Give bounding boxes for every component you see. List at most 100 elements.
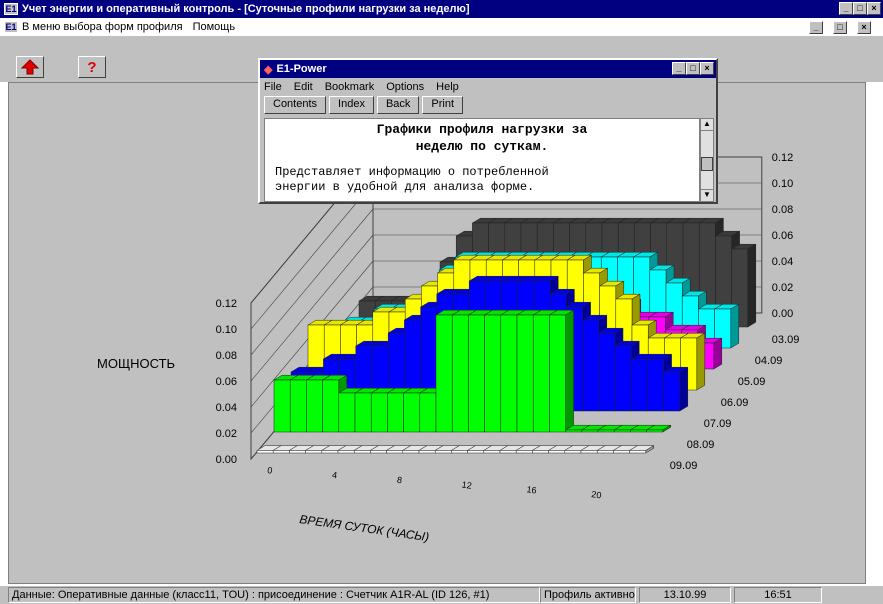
- maximize-button[interactable]: □: [853, 2, 867, 15]
- bar-side: [679, 366, 689, 412]
- bar-side: [713, 337, 723, 370]
- 3d-bar-chart: 0.00 0.02 0.04 0.06 0.08 0.10 0.12 0.12 0.10 0.08…: [97, 152, 800, 544]
- help-button[interactable]: ?: [78, 56, 106, 78]
- minimize-button[interactable]: _: [839, 2, 853, 15]
- bar: [647, 358, 664, 412]
- scroll-thumb[interactable]: [701, 157, 713, 171]
- bar: [516, 314, 534, 433]
- help-close-button[interactable]: ×: [700, 62, 714, 75]
- status-profile: Профиль активно: [540, 587, 636, 603]
- bar: [484, 314, 502, 433]
- bar: [564, 450, 582, 454]
- doc-close-button[interactable]: ×: [857, 21, 871, 34]
- help-contents-button[interactable]: Contents: [264, 96, 327, 114]
- help-title-bar: ◆ E1-Power _ □ ×: [260, 60, 716, 78]
- date-label: 06.09: [721, 397, 749, 409]
- y-tick-label: 0.06: [216, 376, 237, 388]
- status-bar: Данные: Оперативные данные (класс11, TOU…: [0, 586, 883, 604]
- help-back-button[interactable]: Back: [376, 96, 420, 114]
- bar: [565, 429, 583, 433]
- date-label: 04.09: [755, 355, 783, 367]
- bar: [419, 392, 437, 433]
- help-menu-file[interactable]: File: [264, 80, 282, 93]
- bar: [614, 345, 632, 412]
- y-tick-label: 0.12: [216, 298, 237, 310]
- grid-line: [250, 182, 374, 330]
- bar: [402, 450, 420, 454]
- bar: [596, 450, 614, 454]
- bar: [500, 314, 518, 433]
- bar: [273, 379, 291, 433]
- help-body-line1: Представляет информацию о потребленной: [275, 165, 549, 179]
- help-menu-help[interactable]: Help: [436, 80, 459, 93]
- right-tick-label: 0.08: [772, 204, 793, 216]
- scroll-up-icon[interactable]: ▲: [701, 119, 713, 131]
- bar: [403, 392, 421, 433]
- menu-item-profile-forms[interactable]: В меню выбора форм профиля: [22, 21, 183, 33]
- help-minimize-button[interactable]: _: [672, 62, 686, 75]
- right-tick-label: 0.06: [772, 230, 793, 242]
- doc-icon: E1: [4, 21, 18, 33]
- bar: [581, 429, 599, 433]
- bar: [435, 314, 453, 433]
- date-label: 03.09: [772, 334, 800, 346]
- scroll-down-icon[interactable]: ▼: [701, 189, 713, 201]
- bar: [321, 450, 339, 454]
- bar: [370, 450, 387, 454]
- bar: [338, 392, 356, 433]
- status-time: 16:51: [734, 587, 822, 603]
- bar: [272, 450, 290, 454]
- grid-line: [250, 234, 374, 382]
- help-menu-options[interactable]: Options: [386, 80, 425, 93]
- help-maximize-button[interactable]: □: [686, 62, 700, 75]
- right-tick-label: 0.10: [772, 178, 793, 190]
- help-button-bar: Contents Index Back Print: [260, 95, 716, 115]
- bar: [386, 450, 404, 454]
- doc-restore-button[interactable]: □: [833, 21, 847, 34]
- back-button[interactable]: [16, 56, 44, 78]
- menu-bar: E1 В меню выбора форм профиля Помощь _ □…: [0, 18, 883, 36]
- bar: [630, 429, 647, 433]
- x-tick-label: 20: [591, 489, 602, 500]
- x-tick-label: 0: [267, 465, 273, 476]
- status-data: Данные: Оперативные данные (класс11, TOU…: [8, 587, 540, 603]
- bar: [305, 450, 323, 454]
- bar: [598, 332, 616, 412]
- doc-minimize-button[interactable]: _: [809, 21, 823, 34]
- help-menu-edit[interactable]: Edit: [293, 80, 313, 93]
- bar: [337, 450, 355, 454]
- bar: [434, 450, 452, 454]
- bar: [306, 379, 323, 433]
- help-heading-line1: Графики профиля нагрузки за: [376, 122, 588, 137]
- menu-item-help[interactable]: Помощь: [192, 21, 236, 33]
- help-print-button[interactable]: Print: [422, 96, 464, 114]
- bar: [353, 450, 371, 454]
- bar: [451, 314, 469, 433]
- help-body-line2: энергии в удобной для анализа форме.: [275, 180, 535, 194]
- bar: [549, 314, 566, 433]
- help-menu-bookmark[interactable]: Bookmark: [324, 80, 375, 93]
- bar: [532, 450, 549, 454]
- bar: [532, 314, 550, 433]
- help-index-button[interactable]: Index: [329, 96, 374, 114]
- window-buttons: _ □ ×: [839, 2, 881, 15]
- date-label: 08.09: [687, 439, 715, 451]
- help-scrollbar[interactable]: ▲ ▼: [700, 118, 714, 202]
- bar: [289, 450, 306, 454]
- bar: [418, 450, 436, 454]
- y-tick-label: 0.04: [216, 402, 237, 414]
- bar: [451, 450, 468, 454]
- close-button[interactable]: ×: [867, 2, 881, 15]
- help-title: E1-Power: [276, 63, 327, 75]
- y-tick-label: 0.10: [216, 324, 237, 336]
- app-icon: E1: [4, 3, 18, 15]
- window-title: Учет энергии и оперативный контроль - [С…: [22, 3, 470, 15]
- bar-side: [747, 243, 757, 328]
- title-bar: E1 Учет энергии и оперативный контроль -…: [0, 0, 883, 18]
- bar: [370, 392, 388, 433]
- bar: [467, 450, 485, 454]
- right-tick-label: 0.04: [772, 256, 793, 268]
- help-heading-line2: неделю по суткам.: [415, 139, 549, 154]
- x-tick-label: 16: [526, 484, 537, 495]
- y-axis-label: МОЩНОСТЬ: [97, 356, 175, 371]
